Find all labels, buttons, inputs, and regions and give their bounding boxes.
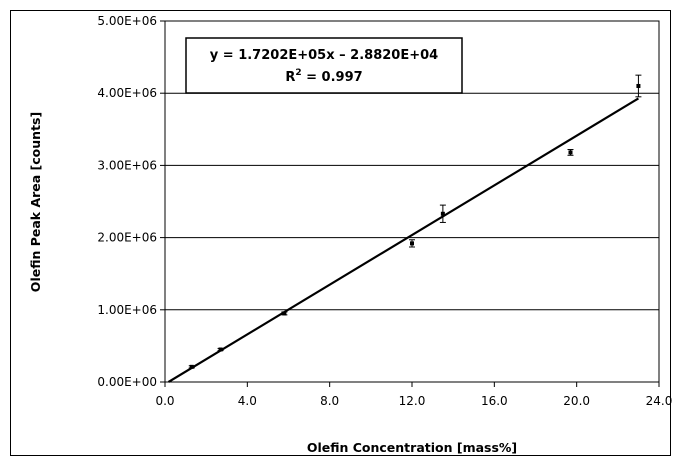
trendline xyxy=(167,97,639,383)
data-point-3 xyxy=(410,241,414,246)
r-squared-superscript: 2 xyxy=(295,68,301,78)
y-tick-label-4: 4.00E+06 xyxy=(97,86,157,100)
trendline-group xyxy=(167,97,639,383)
x-tick-label-0: 0.0 xyxy=(155,394,174,408)
y-tick-label-3: 3.00E+06 xyxy=(97,158,157,172)
y-tick-label-2: 2.00E+06 xyxy=(97,231,157,245)
data-point-6 xyxy=(636,83,641,88)
data-point-2 xyxy=(282,311,287,316)
x-tick-label-5: 20.0 xyxy=(563,394,590,408)
y-tick-label-1: 1.00E+06 xyxy=(97,303,157,317)
data-point-0 xyxy=(189,364,194,369)
y-axis-title: Olefin Peak Area [counts] xyxy=(28,112,43,292)
trendline-equation: y = 1.7202E+05x – 2.8820E+04 xyxy=(210,48,438,63)
data-point-5 xyxy=(568,150,573,155)
x-axis-title: Olefin Concentration [mass%] xyxy=(307,440,517,455)
data-point-1 xyxy=(218,347,223,352)
x-tick-label-6: 24.0 xyxy=(646,394,673,408)
x-tick-label-2: 8.0 xyxy=(320,394,339,408)
x-axis-ticks: 0.0 4.0 8.0 12.0 16.0 20.0 24.0 xyxy=(155,382,672,408)
data-points xyxy=(188,74,642,369)
y-tick-label-5: 5.00E+06 xyxy=(97,14,157,28)
y-axis-ticks: 0.00E+00 1.00E+06 2.00E+06 3.00E+06 4.00E+06… xyxy=(97,14,165,389)
x-tick-label-3: 12.0 xyxy=(399,394,426,408)
r-squared-value: = 0.997 xyxy=(302,70,363,85)
r-squared-r: R xyxy=(285,70,295,85)
x-tick-label-4: 16.0 xyxy=(481,394,508,408)
r-squared-label: R2 = 0.997 xyxy=(285,68,362,85)
x-tick-label-1: 4.0 xyxy=(238,394,257,408)
equation-box xyxy=(185,37,463,94)
y-tick-label-0: 0.00E+00 xyxy=(97,375,157,389)
data-point-4 xyxy=(440,211,445,216)
